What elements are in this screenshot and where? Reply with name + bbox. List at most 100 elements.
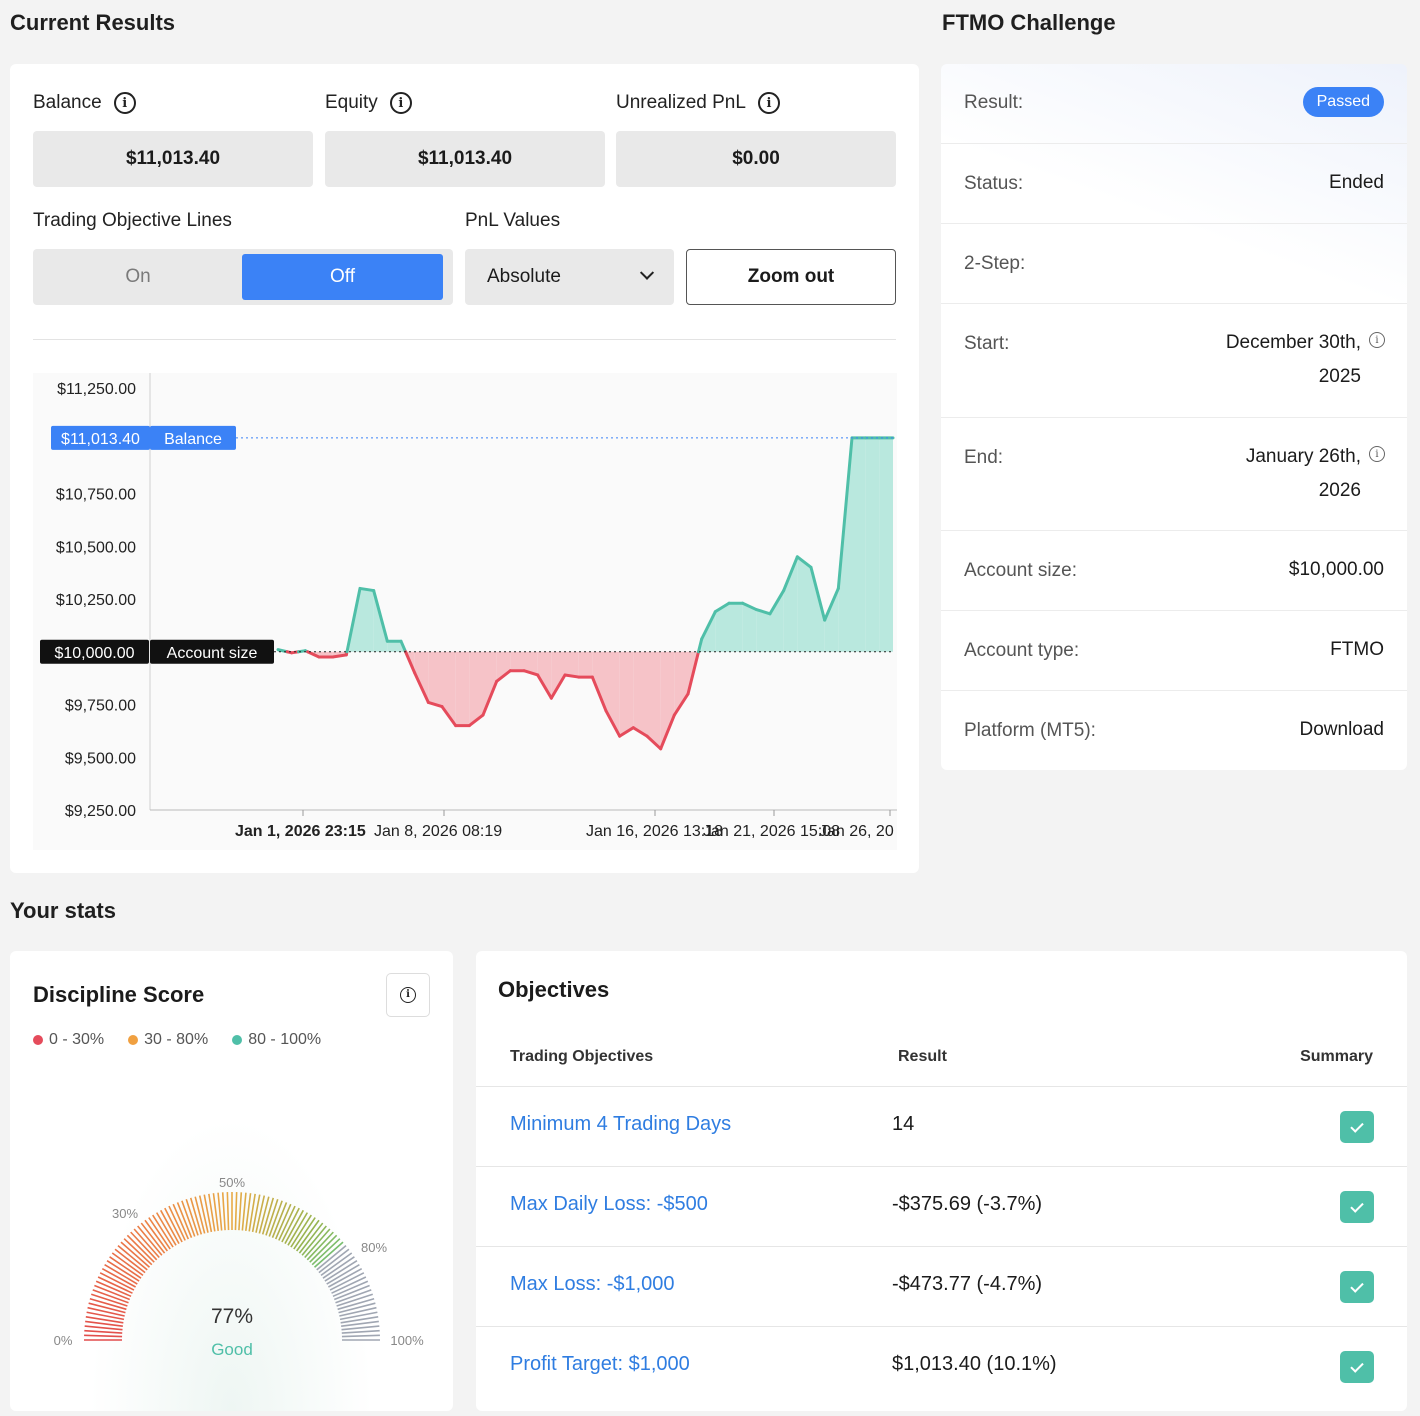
loss-area <box>537 651 552 699</box>
download-link[interactable]: Download <box>1299 719 1385 740</box>
gauge-tick <box>251 1194 261 1233</box>
balance-chart[interactable]: $11,250.00 $10,750.00 $10,500.00 $10,250.00… <box>33 373 897 850</box>
gauge-tick <box>133 1228 160 1259</box>
gauge-tick <box>324 1260 358 1282</box>
checkmark-icon <box>1340 1271 1374 1303</box>
chart-plot <box>276 436 895 751</box>
objective-link[interactable]: Max Loss: -$1,000 <box>510 1273 675 1295</box>
gauge-tick <box>144 1219 168 1252</box>
profit-area <box>811 567 825 652</box>
gauge-tick <box>331 1276 367 1294</box>
gauge-tick <box>341 1334 380 1338</box>
objective-lines-toggle: On Off <box>33 249 453 305</box>
loss-area <box>510 651 524 671</box>
gauge-tick <box>97 1276 133 1294</box>
pnl-values-select[interactable]: Absolute <box>465 249 674 305</box>
info-icon[interactable]: i <box>757 92 780 114</box>
legend-label: 0 - 30% <box>49 1031 105 1048</box>
start-row: Start: December 30th, 2025 i <box>941 304 1407 418</box>
objective-result: $1,013.40 (10.1%) <box>892 1353 1057 1375</box>
y-tick-label: $9,750.00 <box>65 698 136 715</box>
profit-area <box>824 588 839 652</box>
gauge-tick <box>114 1248 146 1274</box>
objectives-card: Objectives Trading Objectives Result Sum… <box>476 951 1407 1411</box>
balance-line-segment <box>440 705 458 728</box>
end-label: End: <box>964 447 1004 468</box>
gauge-tick <box>203 1194 213 1233</box>
toggle-off-option[interactable]: Off <box>242 254 443 300</box>
loss-area <box>524 651 538 675</box>
gauge-tick <box>320 1252 353 1276</box>
gauge-tick <box>335 1289 372 1304</box>
result-row: Result: Passed <box>941 64 1407 144</box>
platform-row: Platform (MT5): Download <box>941 691 1407 770</box>
discipline-info-button[interactable]: i <box>386 973 430 1017</box>
status-label: Status: <box>964 173 1024 194</box>
y-axis: $11,250.00 $10,750.00 $10,500.00 $10,250.00… <box>56 373 151 820</box>
gauge-tick <box>313 1241 344 1268</box>
balance-line-segment <box>481 679 499 717</box>
info-icon[interactable]: i <box>1369 446 1385 462</box>
gauge-tick <box>159 1209 180 1244</box>
profit-area <box>865 437 880 652</box>
start-label: Start: <box>964 333 1010 354</box>
gauge-tick <box>328 1267 363 1288</box>
gauge-tick <box>140 1222 166 1254</box>
objective-link[interactable]: Minimum 4 Trading Days <box>510 1113 732 1135</box>
gauge-tick <box>117 1245 148 1271</box>
gauge-tick <box>296 1219 320 1252</box>
objective-link[interactable]: Max Daily Loss: -$500 <box>510 1193 708 1215</box>
zoom-out-button[interactable]: Zoom out <box>686 249 896 305</box>
legend-item-mid: 30 - 80% <box>128 1031 208 1049</box>
x-axis: Jan 1, 2026 23:15 Jan 8, 2026 08:19 Jan 16… <box>150 809 897 840</box>
gauge-tick <box>101 1267 136 1288</box>
info-icon[interactable]: i <box>1369 332 1385 348</box>
gauge-tick <box>172 1203 190 1240</box>
gauge-tick <box>340 1316 379 1324</box>
balance-name-label: Balance <box>164 431 222 448</box>
start-date-line1: December 30th, <box>1225 332 1361 353</box>
legend-dot <box>232 1035 243 1045</box>
balance-line-segment <box>823 586 840 622</box>
gauge-tick <box>92 1289 129 1304</box>
y-tick-label: $10,750.00 <box>56 487 136 504</box>
gauge-label-100: 100% <box>390 1333 424 1348</box>
info-icon[interactable]: i <box>389 92 412 114</box>
account-size-value-label: $10,000.00 <box>54 645 134 662</box>
gauge-tick <box>316 1245 347 1271</box>
balance-line-segment <box>563 673 581 679</box>
account-size-label: Account size: <box>964 560 1077 581</box>
gauge-tick <box>311 1238 341 1266</box>
y-tick-label: $11,250.00 <box>57 381 136 398</box>
gauge-tick <box>95 1280 132 1298</box>
x-tick-label: Jan 1, 2026 23:15 <box>235 823 366 840</box>
objective-link[interactable]: Profit Target: $1,000 <box>510 1353 690 1375</box>
gauge-tick <box>338 1302 376 1314</box>
balance-line-segment <box>836 436 854 590</box>
objective-result: -$473.77 (-4.7%) <box>892 1273 1043 1295</box>
info-icon[interactable]: i <box>113 92 136 114</box>
loss-area <box>619 651 634 737</box>
equity-label: Equity i <box>325 92 412 114</box>
legend-dot <box>128 1035 139 1045</box>
table-row: Max Daily Loss: -$500 -$375.69 (-3.7%) <box>476 1166 1407 1246</box>
balance-line-segment <box>372 589 389 643</box>
unrealized-pnl-value: $0.00 <box>616 131 896 187</box>
gauge-tick <box>85 1316 124 1324</box>
gauge-tick <box>318 1248 350 1274</box>
y-tick-label: $10,500.00 <box>56 539 136 556</box>
balance-line-segment <box>618 726 635 738</box>
gauge-tick <box>265 1198 279 1236</box>
toggle-on-option[interactable]: On <box>125 266 151 287</box>
chevron-down-icon <box>639 265 655 280</box>
gauge-tick <box>332 1280 369 1298</box>
end-date: January 26th, 2026 <box>1246 440 1361 508</box>
loss-area <box>551 651 565 699</box>
loss-area <box>592 651 606 711</box>
gauge-tick <box>88 1302 126 1314</box>
gauge-tick <box>287 1212 309 1246</box>
balance-line-segment <box>536 673 553 700</box>
gauge-tick <box>120 1241 151 1268</box>
balance-line-segment <box>399 639 408 654</box>
balance-line-segment <box>345 586 362 654</box>
